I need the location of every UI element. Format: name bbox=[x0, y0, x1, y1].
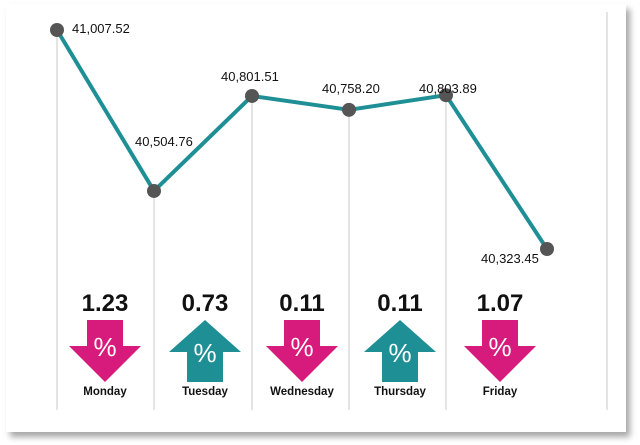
day-label-wednesday: Wednesday bbox=[270, 386, 334, 398]
day-label-thursday: Thursday bbox=[374, 386, 426, 398]
percent-change-wednesday: 0.11 bbox=[279, 290, 324, 317]
day-label-tuesday: Tuesday bbox=[182, 386, 228, 398]
value-label-friday: 40,803.89 bbox=[419, 81, 477, 96]
point-close bbox=[540, 242, 554, 256]
point-thursday bbox=[342, 102, 356, 117]
percent-sign-friday: % bbox=[488, 332, 511, 362]
down-arrow-icon bbox=[266, 320, 338, 382]
value-label-tuesday: 40,504.76 bbox=[135, 134, 193, 149]
percent-change-thursday: 0.11 bbox=[377, 290, 422, 317]
value-label-monday: 41,007.52 bbox=[72, 21, 130, 36]
percent-sign-thursday: % bbox=[388, 338, 411, 368]
percent-change-friday: 1.07 bbox=[477, 290, 524, 317]
point-monday bbox=[50, 23, 64, 37]
percent-sign-monday: % bbox=[93, 332, 116, 362]
point-friday bbox=[439, 88, 453, 103]
percent-sign-wednesday: % bbox=[290, 332, 313, 362]
up-arrow-icon bbox=[364, 320, 436, 382]
value-label-close: 40,323.45 bbox=[481, 251, 539, 266]
down-arrow-icon bbox=[69, 320, 141, 382]
point-wednesday bbox=[245, 88, 259, 103]
point-tuesday bbox=[147, 183, 161, 198]
percent-sign-tuesday: % bbox=[193, 338, 216, 368]
series-line bbox=[55, 28, 549, 251]
value-label-wednesday: 40,801.51 bbox=[221, 69, 279, 84]
day-label-friday: Friday bbox=[483, 386, 518, 398]
percent-change-monday: 1.23 bbox=[82, 290, 129, 317]
down-arrow-icon bbox=[464, 320, 536, 382]
value-label-thursday: 40,758.20 bbox=[322, 81, 380, 96]
up-arrow-icon bbox=[169, 320, 241, 382]
percent-change-tuesday: 0.73 bbox=[182, 290, 229, 317]
day-label-monday: Monday bbox=[83, 386, 127, 398]
